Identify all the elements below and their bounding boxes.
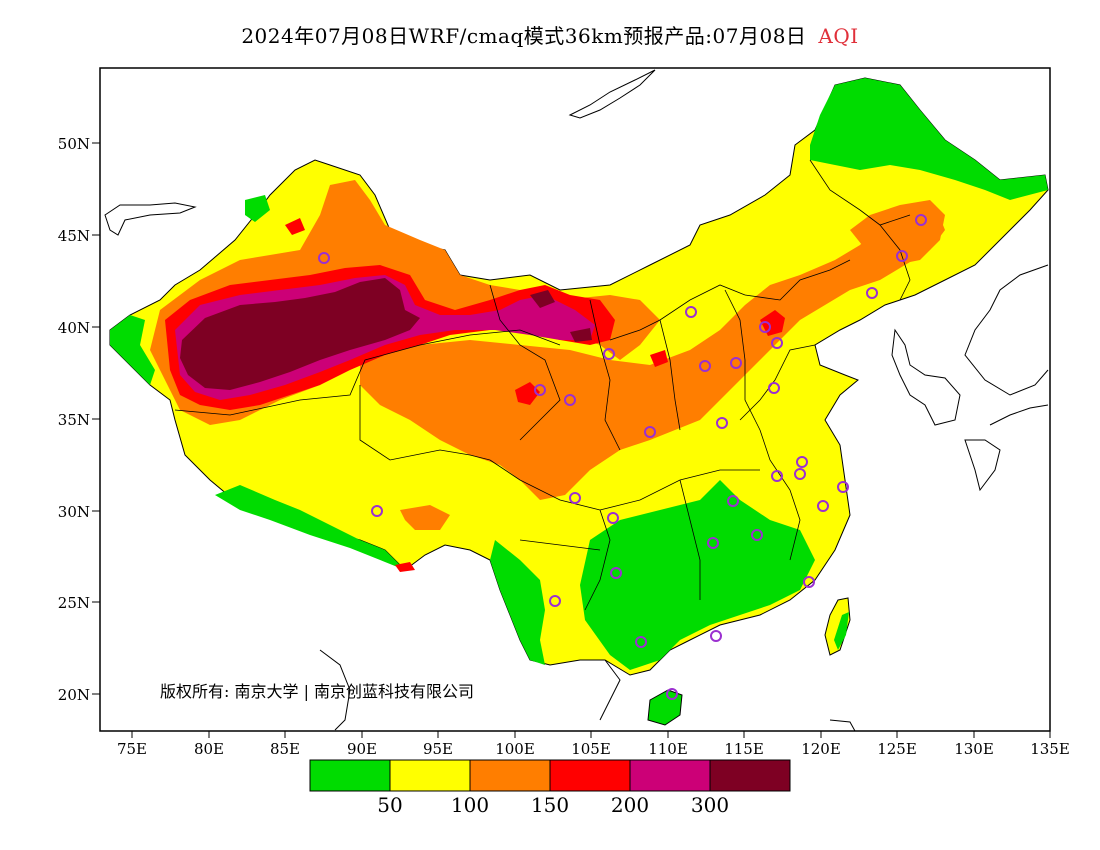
legend-swatch (549, 759, 631, 792)
lon-tick-label: 100E (495, 740, 535, 758)
station-marker (771, 470, 783, 482)
station-markers (318, 214, 927, 700)
legend-swatch (709, 759, 791, 792)
region-hazardous-tarim (180, 278, 420, 390)
station-marker (318, 252, 330, 264)
station-marker (534, 384, 546, 396)
station-marker (896, 250, 908, 262)
lon-tick-label: 125E (877, 740, 917, 758)
aqi-field (104, 69, 1049, 731)
station-marker (759, 321, 771, 333)
station-marker (610, 567, 622, 579)
province-boundaries (174, 159, 911, 611)
lon-tick-label: 110E (648, 740, 688, 758)
station-marker (707, 537, 719, 549)
legend-label: 200 (611, 793, 649, 817)
legend-label: 150 (531, 793, 569, 817)
lat-tick-label: 35N (58, 411, 90, 429)
region-good-taiwan-east (834, 612, 849, 650)
region-unhealthy-sensitive-northeast (850, 200, 945, 265)
legend-swatch (629, 759, 711, 792)
region-unhealthy-sensitive-central (360, 205, 945, 500)
legend-label: 100 (451, 793, 489, 817)
station-marker (549, 595, 561, 607)
lon-axis: 75E 80E 85E 90E 95E 100E 105E 110E 115E … (117, 731, 1070, 758)
station-marker (794, 468, 806, 480)
lon-tick-label: 130E (954, 740, 994, 758)
station-marker (710, 630, 722, 642)
lon-tick-label: 105E (571, 740, 611, 758)
station-marker (803, 576, 815, 588)
station-marker (607, 512, 619, 524)
station-marker (837, 481, 849, 493)
region-good-southwest (490, 540, 545, 665)
lon-tick-label: 135E (1030, 740, 1070, 758)
station-marker (866, 287, 878, 299)
title-main: 2024年07月08日WRF/cmaq模式36km预报产品:07月08日 (241, 24, 807, 48)
lon-tick-label: 75E (117, 740, 147, 758)
station-marker (685, 306, 697, 318)
region-unhealthy-xinjiang-north (285, 218, 305, 235)
region-good-west-edge (110, 315, 155, 385)
station-marker (915, 214, 927, 226)
lat-tick-label: 45N (58, 227, 90, 245)
legend-labels: 50 100 150 200 300 (377, 793, 729, 817)
map-title: 2024年07月08日WRF/cmaq模式36km预报产品:07月08日 AQI (0, 20, 1100, 49)
region-hazardous-ordos (570, 328, 592, 342)
lon-tick-label: 95E (423, 740, 453, 758)
region-good-sichuan-plateau (215, 485, 405, 570)
legend-colorbar (309, 759, 791, 792)
legend-swatch (389, 759, 471, 792)
station-marker (644, 426, 656, 438)
station-marker (371, 505, 383, 517)
lat-axis: 50N 45N 40N 35N 30N 25N 20N (58, 135, 100, 704)
lon-tick-label: 80E (194, 740, 224, 758)
region-unhealthy-tibet-south (395, 562, 415, 572)
legend-swatch (309, 759, 391, 792)
lon-tick-label: 120E (801, 740, 841, 758)
station-marker (699, 360, 711, 372)
station-marker (716, 417, 728, 429)
plot-frame (99, 67, 1051, 732)
copyright-text: 版权所有: 南京大学 | 南京创蓝科技有限公司 (160, 682, 474, 701)
region-taiwan (824, 597, 851, 656)
station-marker (603, 348, 615, 360)
region-unhealthy-sensitive-tibet (400, 505, 450, 530)
lat-tick-label: 40N (58, 319, 90, 337)
lat-tick-label: 25N (58, 594, 90, 612)
station-marker (768, 382, 780, 394)
station-marker (730, 357, 742, 369)
station-marker (796, 456, 808, 468)
lon-tick-label: 115E (724, 740, 764, 758)
station-marker (569, 492, 581, 504)
lat-tick-label: 30N (58, 503, 90, 521)
station-marker (727, 495, 739, 507)
station-marker (635, 636, 647, 648)
station-marker (771, 337, 783, 349)
region-good-south (580, 480, 815, 670)
legend-label: 300 (691, 793, 729, 817)
region-hazardous-alxa (530, 290, 555, 308)
lon-tick-label: 85E (270, 740, 300, 758)
region-unhealthy-beijing (760, 310, 785, 336)
lat-tick-label: 20N (58, 686, 90, 704)
station-marker (564, 394, 576, 406)
station-marker (817, 500, 829, 512)
lat-tick-label: 50N (58, 135, 90, 153)
lon-tick-label: 90E (347, 740, 377, 758)
region-unhealthy-shaanxi (515, 382, 540, 405)
region-good-northeast (810, 78, 1048, 200)
station-marker (666, 688, 678, 700)
title-variable: AQI (818, 24, 859, 48)
legend-label: 50 (377, 793, 402, 817)
region-good-north-dzungaria (245, 195, 270, 222)
neighbour-outlines (104, 69, 1049, 731)
station-marker (751, 529, 763, 541)
legend-swatch (469, 759, 551, 792)
region-unhealthy-shanxi (650, 350, 668, 367)
